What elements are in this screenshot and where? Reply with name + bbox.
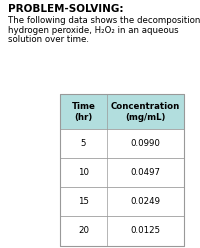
- Text: solution over time.: solution over time.: [8, 35, 89, 44]
- Text: Time
(hr): Time (hr): [72, 101, 95, 122]
- Text: 0.0125: 0.0125: [130, 226, 161, 235]
- FancyBboxPatch shape: [60, 158, 184, 187]
- Text: 0.0990: 0.0990: [131, 139, 160, 148]
- Text: hydrogen peroxide, H₂O₂ in an aqueous: hydrogen peroxide, H₂O₂ in an aqueous: [8, 26, 179, 35]
- Text: The following data shows the decomposition of: The following data shows the decompositi…: [8, 16, 200, 25]
- Text: 15: 15: [78, 197, 89, 206]
- FancyBboxPatch shape: [60, 216, 184, 246]
- FancyBboxPatch shape: [60, 187, 184, 216]
- Text: Concentration
(mg/mL): Concentration (mg/mL): [111, 101, 180, 122]
- Text: 10: 10: [78, 168, 89, 177]
- FancyBboxPatch shape: [60, 129, 184, 158]
- Text: 0.0497: 0.0497: [131, 168, 161, 177]
- FancyBboxPatch shape: [60, 94, 184, 129]
- Text: 5: 5: [81, 139, 86, 148]
- Text: 0.0249: 0.0249: [131, 197, 161, 206]
- Text: 20: 20: [78, 226, 89, 235]
- Text: PROBLEM-SOLVING:: PROBLEM-SOLVING:: [8, 4, 124, 14]
